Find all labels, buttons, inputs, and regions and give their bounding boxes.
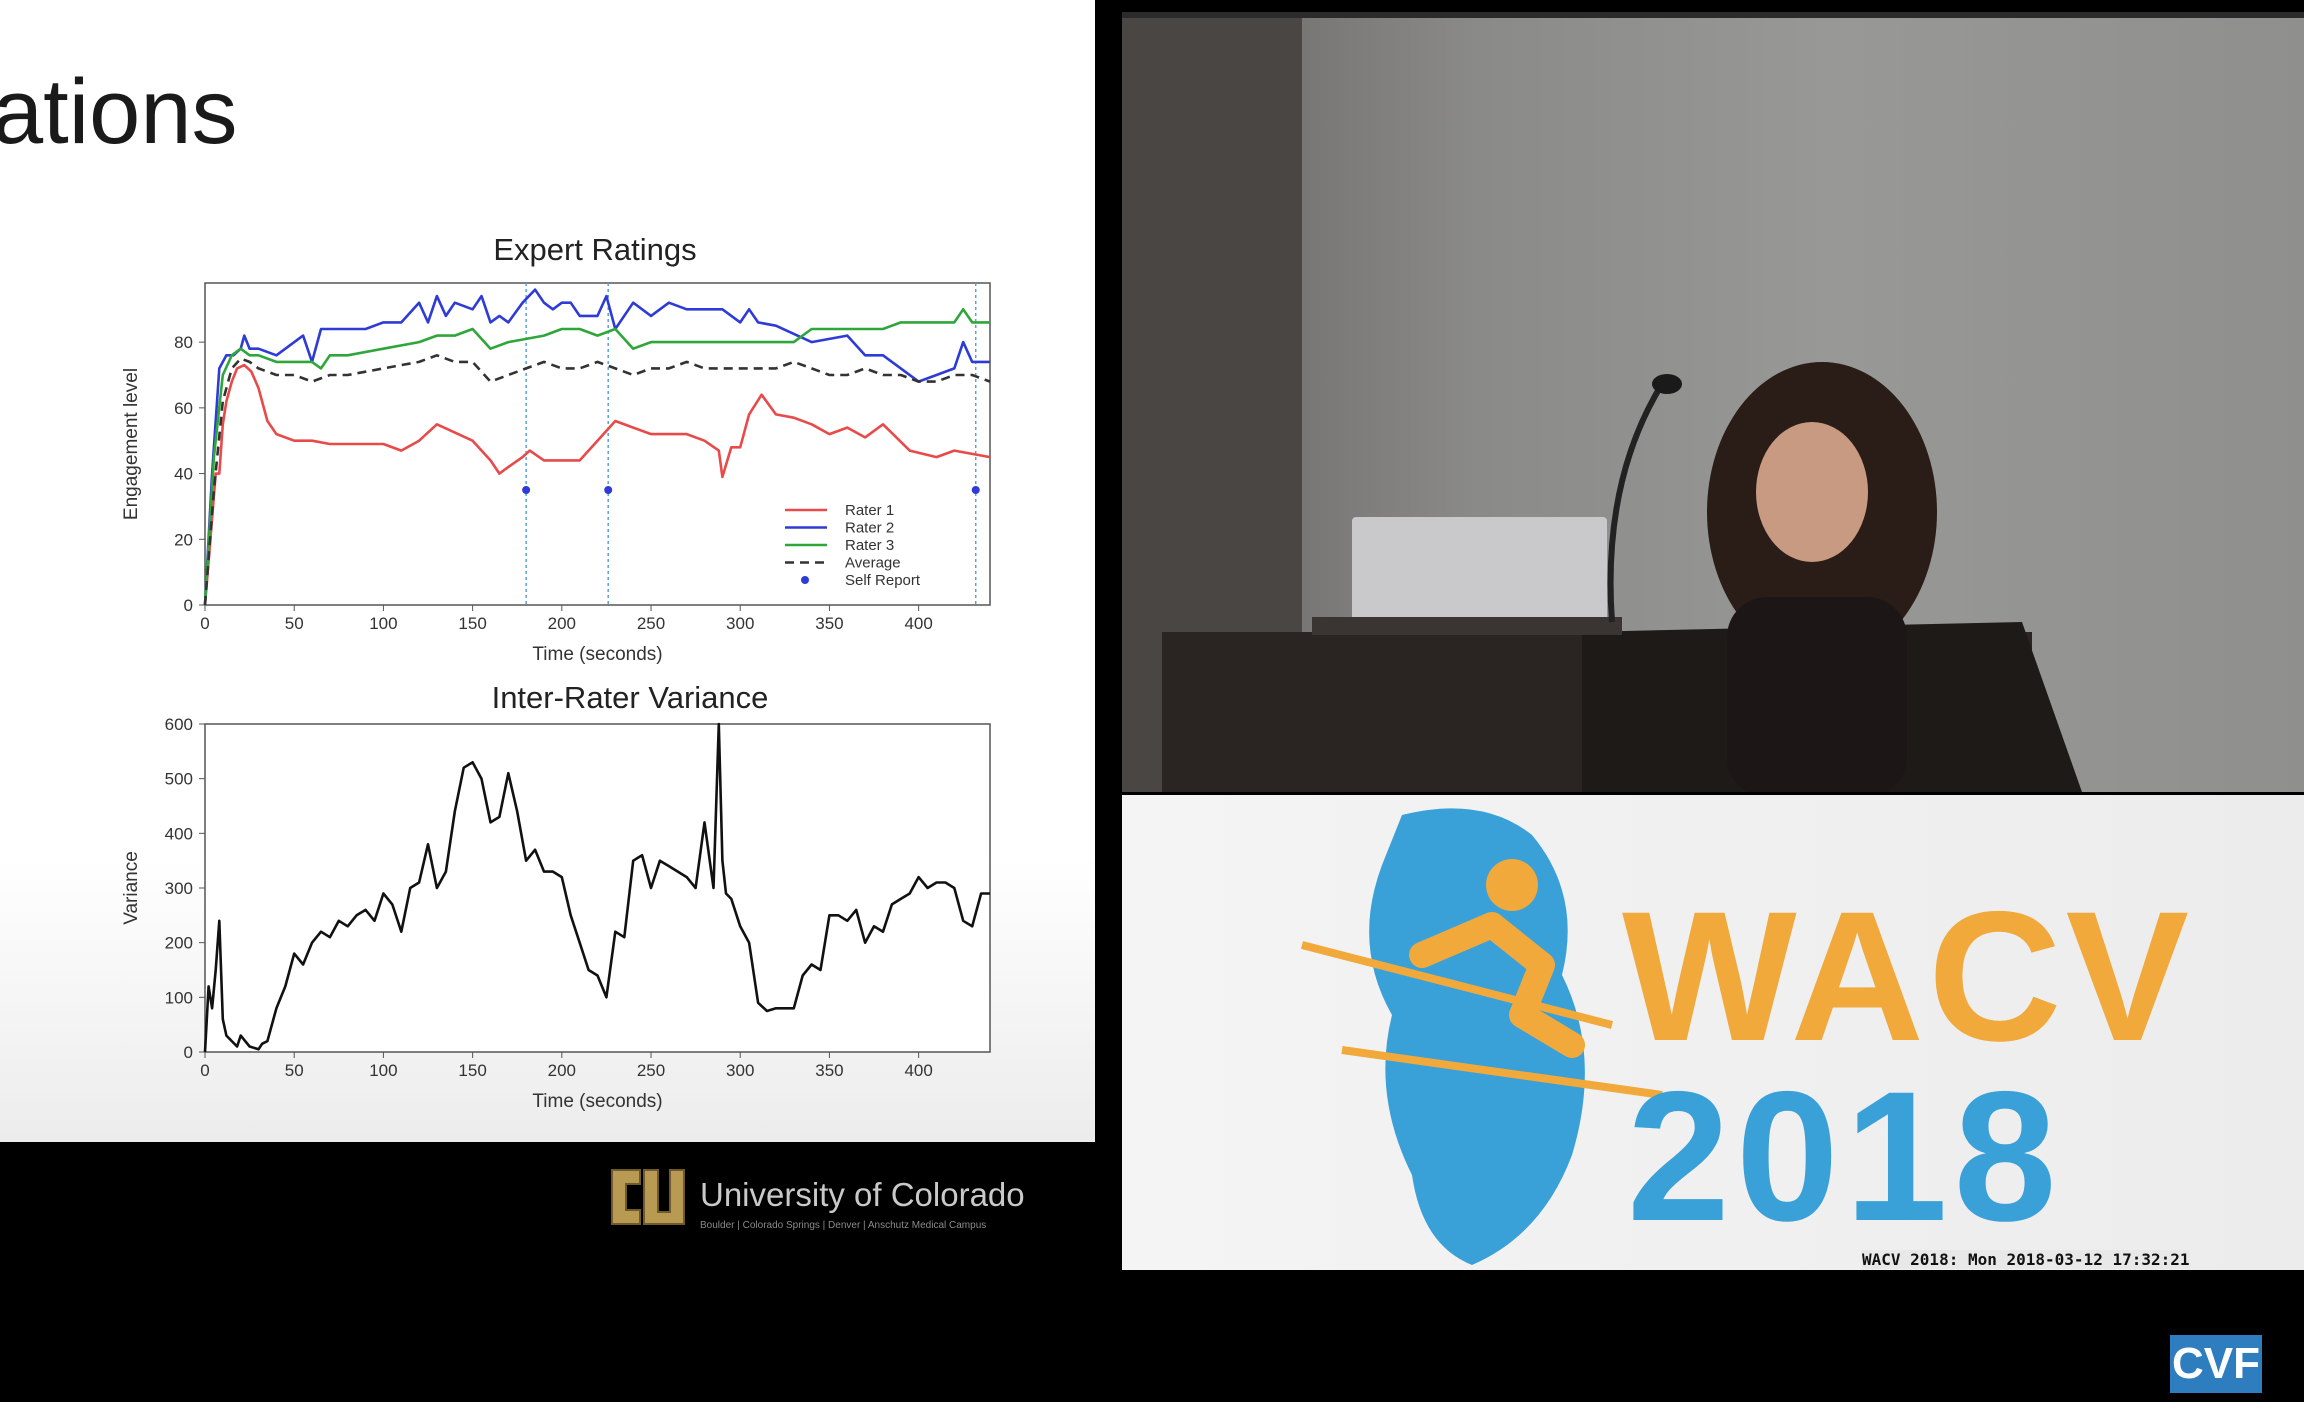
x-axis-label: Time (seconds) bbox=[532, 1091, 662, 1112]
x-tick-label: 350 bbox=[815, 1061, 843, 1080]
y-axis-label: Engagement level bbox=[121, 368, 142, 520]
y-tick-label: 20 bbox=[174, 530, 193, 549]
university-campuses: Boulder | Colorado Springs | Denver | An… bbox=[700, 1220, 987, 1231]
series-line-rater-2 bbox=[203, 288, 990, 606]
data-point-self-report bbox=[971, 486, 980, 494]
legend-marker-self-report bbox=[801, 576, 809, 584]
cvf-badge: CVF bbox=[2170, 1335, 2262, 1393]
y-tick-label: 60 bbox=[174, 399, 193, 418]
data-point-self-report bbox=[604, 486, 613, 494]
plot-frame bbox=[204, 723, 991, 1053]
series-line-variance bbox=[203, 722, 990, 1053]
y-tick-label: 40 bbox=[174, 465, 193, 484]
speaker-scene bbox=[1122, 12, 2304, 792]
legend-label-rater-2: Rater 2 bbox=[845, 520, 894, 537]
y-tick-label: 100 bbox=[165, 988, 193, 1007]
x-tick-label: 350 bbox=[815, 614, 843, 633]
x-tick-label: 200 bbox=[548, 1061, 576, 1080]
chart-title-inter-rater-variance: Inter-Rater Variance bbox=[491, 680, 769, 715]
x-tick-label: 100 bbox=[369, 1061, 397, 1080]
x-tick-label: 300 bbox=[726, 614, 754, 633]
x-tick-label: 50 bbox=[285, 614, 304, 633]
x-tick-label: 250 bbox=[637, 1061, 665, 1080]
y-tick-label: 0 bbox=[184, 1043, 193, 1062]
video-timestamp: WACV 2018: Mon 2018-03-12 17:32:21 bbox=[1862, 1250, 2190, 1269]
x-tick-label: 400 bbox=[904, 614, 932, 633]
x-tick-label: 250 bbox=[637, 614, 665, 633]
x-tick-label: 0 bbox=[200, 1061, 209, 1080]
x-tick-label: 150 bbox=[458, 614, 486, 633]
legend-label-rater-1: Rater 1 bbox=[845, 502, 894, 519]
series-line-rater-3 bbox=[203, 308, 990, 606]
conference-logo-text: WACV bbox=[1622, 874, 2193, 1080]
speaker-video bbox=[1122, 12, 2304, 792]
y-tick-label: 0 bbox=[184, 596, 193, 615]
y-tick-label: 500 bbox=[165, 770, 193, 789]
x-tick-label: 200 bbox=[548, 614, 576, 633]
y-tick-label: 400 bbox=[165, 824, 193, 843]
x-tick-label: 100 bbox=[369, 614, 397, 633]
y-tick-label: 600 bbox=[165, 715, 193, 734]
legend-label-self-report: Self Report bbox=[845, 572, 921, 589]
legend-label-average: Average bbox=[845, 555, 901, 572]
presentation-slide: ations Expert Ratings 0 50 100 150 200 250 300… bbox=[0, 0, 1095, 1142]
series-line-rater-1 bbox=[203, 363, 991, 606]
y-axis-label: Variance bbox=[121, 851, 142, 925]
x-tick-label: 50 bbox=[285, 1061, 304, 1080]
x-axis-label: Time (seconds) bbox=[532, 644, 662, 665]
x-tick-label: 400 bbox=[904, 1061, 932, 1080]
slide-title: ations bbox=[0, 61, 238, 163]
data-point-self-report bbox=[522, 486, 531, 494]
y-tick-label: 300 bbox=[165, 879, 193, 898]
cu-logo-icon bbox=[611, 1169, 685, 1225]
chart-title-expert-ratings: Expert Ratings bbox=[493, 232, 697, 267]
series-line-average bbox=[203, 354, 991, 606]
university-name: University of Colorado bbox=[700, 1176, 1025, 1213]
y-tick-label: 80 bbox=[174, 333, 193, 352]
x-tick-label: 300 bbox=[726, 1061, 754, 1080]
inter-rater-variance-chart: 0 50 100 150 200 250 300 350 400 0 100 200 300 400 500… bbox=[121, 715, 991, 1112]
expert-ratings-chart: 0 50 100 150 200 250 300 350 400 0 20 40 60 80 Time (s… bbox=[121, 282, 991, 665]
y-tick-label: 200 bbox=[165, 934, 193, 953]
x-tick-label: 150 bbox=[458, 1061, 486, 1080]
lake-tahoe-skier-icon bbox=[1301, 808, 1663, 1265]
x-tick-label: 0 bbox=[200, 614, 209, 633]
legend-label-rater-3: Rater 3 bbox=[845, 537, 894, 554]
conference-logo-panel: WACV 2018 bbox=[1122, 795, 2304, 1270]
conference-logo-year: 2018 bbox=[1627, 1054, 2063, 1260]
